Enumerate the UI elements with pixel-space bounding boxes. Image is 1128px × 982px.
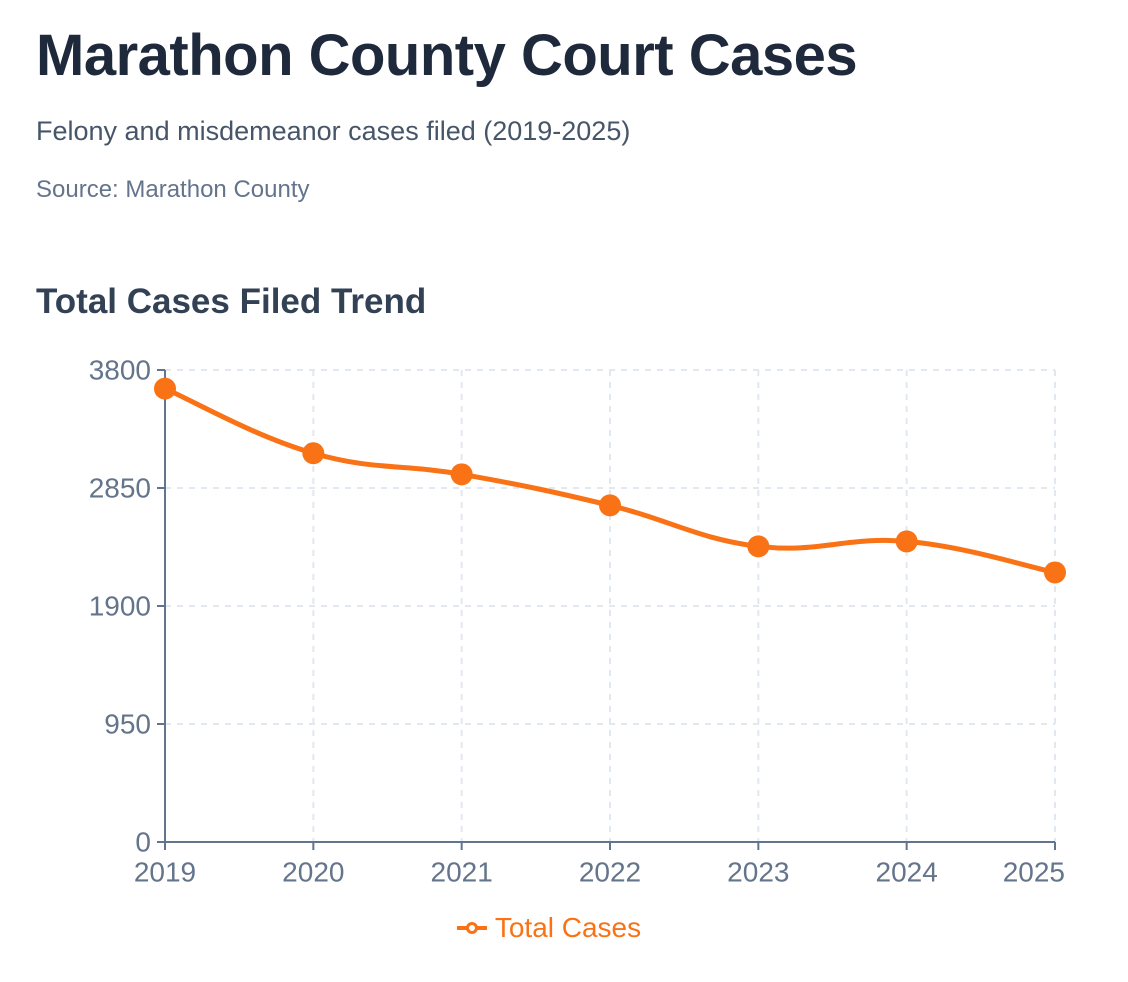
x-tick-label: 2024 [876, 857, 938, 888]
x-tick-label: 2025 [1003, 857, 1065, 888]
y-tick-label: 1900 [89, 591, 151, 622]
axes: 0 950 1900 2850 3800 2019 2020 2021 2022 2023 2024… [89, 355, 1065, 888]
chart-title: Total Cases Filed Trend [36, 282, 427, 321]
page-title: Marathon County Court Cases [36, 23, 858, 88]
x-tick-label: 2019 [134, 857, 196, 888]
y-tick-label: 2850 [89, 473, 151, 504]
x-tick-label: 2023 [727, 857, 789, 888]
y-tick-label: 950 [104, 709, 151, 740]
data-point[interactable] [450, 463, 473, 486]
series-layer [154, 377, 1066, 584]
data-point[interactable] [599, 494, 621, 517]
data-point[interactable] [302, 442, 325, 465]
legend[interactable]: Total Cases [0, 910, 1098, 946]
source-note: Source: Marathon County [36, 176, 310, 203]
data-point[interactable] [895, 530, 918, 553]
x-tick-label: 2022 [579, 857, 641, 888]
y-tick-label: 3800 [89, 355, 151, 386]
legend-label-total-cases: Total Cases [494, 912, 642, 943]
y-tick-label: 0 [135, 827, 151, 858]
x-tick-label: 2020 [282, 857, 344, 888]
legend-line-marker-icon [456, 922, 487, 934]
data-point[interactable] [154, 377, 176, 400]
data-point[interactable] [747, 535, 770, 558]
x-tick-label: 2021 [431, 857, 493, 888]
data-point[interactable] [1044, 561, 1066, 584]
page-subtitle: Felony and misdemeanor cases filed (2019… [36, 116, 631, 146]
grid-lines [165, 369, 1056, 842]
